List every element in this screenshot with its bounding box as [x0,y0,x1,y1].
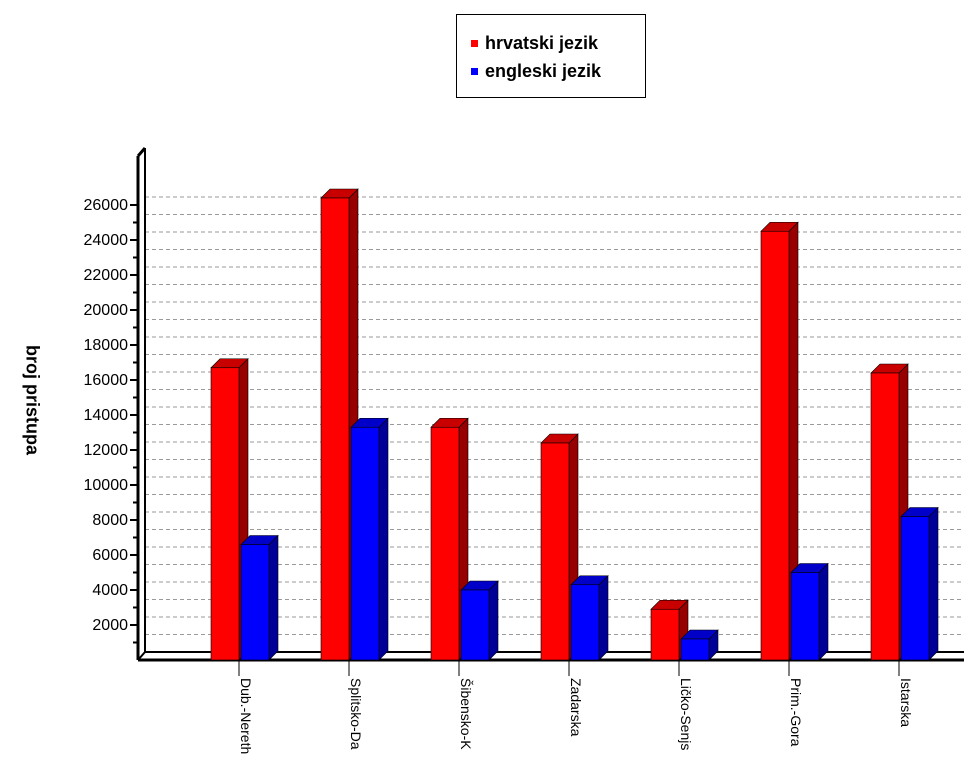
x-categories: Dub.-Nereth Splitsko-Da Šibensko-K Zadarska… [238,660,914,754]
bar-side [928,506,939,661]
legend-item-engleski: engleski jezik [471,59,601,83]
x-tick-label: Dub.-Nereth [238,678,254,754]
bar [900,516,930,661]
bar [240,544,270,661]
x-tick-label: Zadarska [568,678,584,737]
bar [760,230,790,661]
y-tick-label: 26000 [84,197,129,214]
y-tick-label: 6000 [92,547,128,564]
y-tick-label: 8000 [92,512,128,529]
y-tick-label: 18000 [84,337,129,354]
x-tick-label: Ličko-Senjs [678,678,694,750]
back-wall-corner [136,147,147,157]
y-tick-label: 22000 [84,267,129,284]
bar [320,197,350,661]
x-tick-label: Istarska [898,678,914,727]
legend: hrvatski jezik engleski jezik [456,14,646,98]
legend-item-hrvatski: hrvatski jezik [471,31,598,55]
legend-label: hrvatski jezik [485,32,599,53]
y-tick-label: 10000 [84,477,129,494]
grid-lines [145,196,964,635]
bar [460,589,490,661]
y-tick-label: 16000 [84,372,129,389]
bar [790,572,820,661]
y-tick-label: 4000 [92,582,128,599]
bar [350,426,380,661]
y-tick-label: 12000 [84,442,129,459]
bar [650,608,680,661]
bar [540,442,570,661]
bar-side [488,580,499,661]
bar-side [378,417,389,661]
legend-label: engleski jezik [485,60,602,81]
legend-swatch-red [471,39,478,47]
bar-side [268,534,279,661]
bar [570,584,600,661]
y-tick-label: 2000 [92,617,128,634]
x-tick-label: Prim.-Gora [788,678,804,747]
bar-side [598,575,609,661]
y-tick-label: 24000 [84,232,129,249]
y-axis-label: broj pristupa [22,344,43,456]
bar [680,638,710,661]
x-tick-label: Splitsko-Da [348,678,364,750]
x-tick-label: Šibensko-K [458,678,474,750]
y-ticks: 2000 4000 6000 8000 10000 12000 14000 16000 1800… [84,197,138,644]
floor-corner [137,651,146,661]
legend-swatch-blue [471,67,478,75]
bar-side [818,562,829,661]
bar [870,372,900,661]
bar [210,367,240,661]
bars-group [210,188,939,661]
y-tick-label: 14000 [84,407,129,424]
y-tick-label: 20000 [84,302,129,319]
bar [430,426,460,661]
